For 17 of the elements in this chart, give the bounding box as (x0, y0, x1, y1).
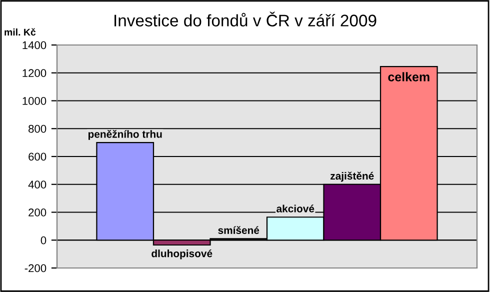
x-tick-label: celkem (388, 72, 430, 82)
x-tick-label: akciové (276, 204, 314, 212)
x-tick-label: zajištěné (330, 172, 374, 182)
x-tick-label: dluhopisové (152, 249, 212, 260)
y-tick-label: 600 (28, 152, 46, 161)
x-tick-label: peněžního trhu (88, 130, 162, 140)
chart-title: Investice do fondů v ČR v září 2009 (114, 12, 376, 26)
y-tick-label: -200 (24, 264, 46, 272)
y-tick-label: 400 (28, 180, 46, 189)
x-tick-label: smíšené (218, 226, 260, 234)
y-axis-title: mil. Kč (4, 28, 36, 36)
y-tick-label: 800 (28, 124, 46, 133)
y-tick-label: 1000 (22, 97, 46, 105)
y-tick-label: 1200 (22, 69, 46, 78)
y-tick-label: 200 (28, 208, 46, 216)
y-tick-label: 1400 (22, 41, 46, 50)
y-tick-label: 0 (40, 236, 46, 244)
